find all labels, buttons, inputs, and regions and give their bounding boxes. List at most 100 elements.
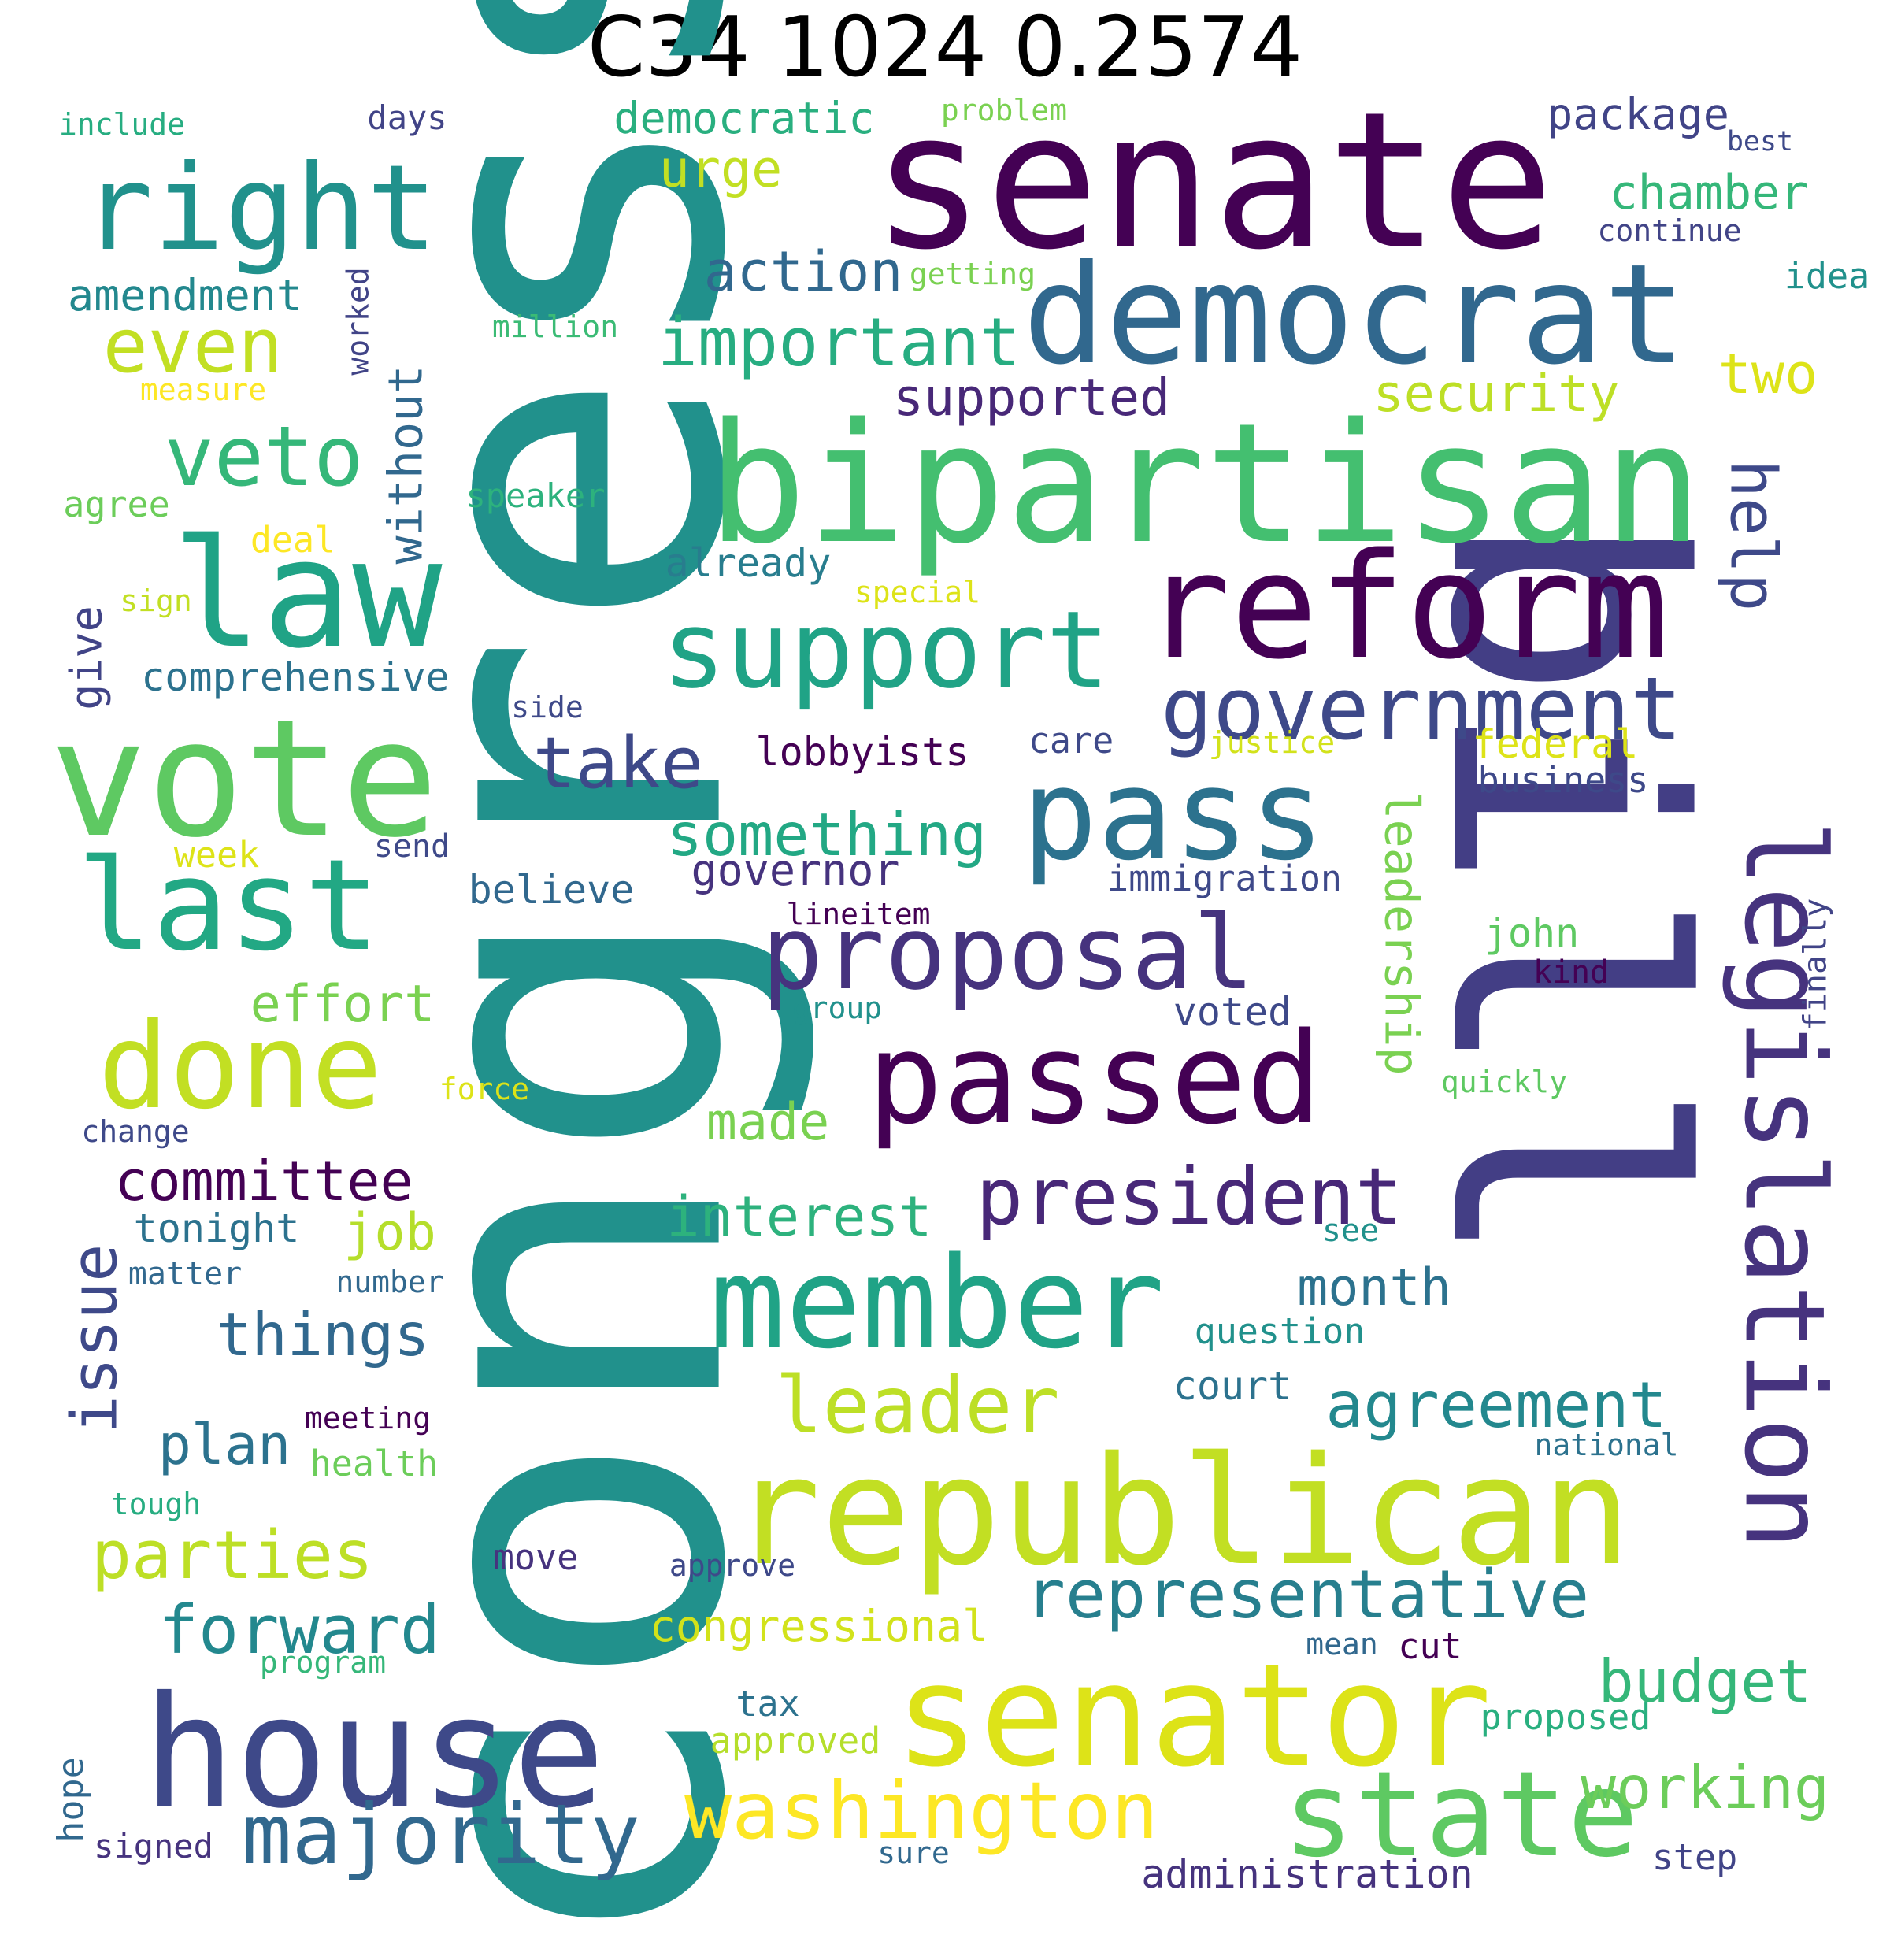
word-approved: approved [710, 1719, 881, 1762]
word-voted: voted [1173, 989, 1292, 1035]
word-reform: reform [1142, 521, 1670, 691]
word-agree: agree [63, 483, 170, 525]
word-chamber: chamber [1609, 165, 1809, 220]
word-kind: kind [1532, 954, 1610, 991]
word-approve: approve [669, 1548, 796, 1583]
word-things: things [216, 1299, 430, 1369]
word-made: made [706, 1092, 830, 1152]
word-signed: signed [94, 1827, 213, 1866]
word-program: program [259, 1645, 387, 1680]
word-comprehensive: comprehensive [141, 654, 450, 700]
word-send: send [373, 828, 450, 865]
word-problem: problem [940, 93, 1068, 128]
word-million: million [491, 309, 619, 344]
word-cloud: congress bill senate bipartisan democrat refo… [50, 0, 1870, 1960]
word-bipartisan: bipartisan [706, 387, 1703, 580]
word-last: last [76, 832, 380, 979]
word-plan: plan [158, 1413, 291, 1477]
word-important: important [657, 303, 1021, 382]
word-hope: hope [50, 1756, 92, 1843]
word-republican: republican [731, 1425, 1632, 1599]
word-interest: interest [666, 1184, 932, 1249]
word-business: business [1477, 758, 1649, 801]
word-move: move [492, 1536, 579, 1578]
chart-title: C34 1024 0.2574 [587, 0, 1303, 95]
word-include: include [58, 107, 186, 142]
word-tax: tax [736, 1682, 800, 1725]
word-budget: budget [1598, 1646, 1812, 1716]
word-urge: urge [658, 139, 783, 199]
word-leader: leader [775, 1359, 1060, 1451]
word-two: two [1718, 342, 1818, 406]
word-without: without [378, 365, 433, 565]
word-senator: senator [894, 1634, 1492, 1799]
word-tough: tough [110, 1487, 202, 1521]
word-finally: finally [1796, 898, 1833, 1032]
word-help: help [1716, 459, 1789, 612]
word-something: something [666, 799, 988, 869]
word-measure: measure [139, 372, 267, 407]
word-group: group [791, 991, 883, 1025]
word-speaker: speaker [465, 476, 606, 515]
word-sign: sign [120, 584, 192, 618]
word-step: step [1651, 1836, 1738, 1878]
word-cut: cut [1398, 1625, 1462, 1667]
word-government: government [1160, 658, 1683, 759]
word-mean: mean [1306, 1627, 1378, 1662]
word-take: take [532, 722, 704, 805]
word-john: john [1484, 910, 1580, 956]
word-health: health [309, 1442, 439, 1484]
word-majority: majority [242, 1786, 640, 1883]
word-national: national [1534, 1428, 1679, 1462]
word-vote: vote [50, 685, 439, 873]
word-court: court [1173, 1363, 1292, 1409]
word-forward: forward [158, 1591, 441, 1669]
word-side: side [511, 690, 584, 724]
word-lineitem: lineitem [786, 897, 931, 932]
word-support: support [662, 587, 1110, 712]
word-quickly: quickly [1440, 1065, 1568, 1099]
word-change: change [81, 1114, 190, 1149]
word-president: president [976, 1150, 1403, 1243]
word-tonight: tonight [133, 1206, 300, 1251]
word-washington: washington [684, 1765, 1159, 1857]
word-job: job [343, 1202, 436, 1262]
word-senate: senate [871, 71, 1555, 291]
word-federal: federal [1472, 721, 1639, 767]
word-lobbyists: lobbyists [755, 729, 969, 775]
word-care: care [1028, 719, 1114, 761]
word-representative: representative [1025, 1555, 1590, 1634]
word-supported: supported [892, 368, 1171, 428]
word-continue: continue [1597, 213, 1742, 248]
word-effort: effort [250, 974, 435, 1034]
word-pass: pass [1021, 741, 1325, 888]
word-days: days [367, 98, 447, 137]
word-deal: deal [250, 518, 336, 561]
word-action: action [703, 239, 903, 304]
word-month: month [1297, 1258, 1451, 1317]
word-week: week [173, 833, 260, 876]
word-believe: believe [468, 867, 635, 913]
word-administration: administration [1141, 1851, 1473, 1897]
word-issue: issue [57, 1243, 132, 1434]
word-worked: worked [341, 267, 376, 376]
word-democrat: democrat [1022, 235, 1687, 395]
word-getting: getting [909, 257, 1036, 291]
word-passed: passed [867, 1005, 1322, 1152]
word-democratic: democratic [613, 92, 875, 143]
word-even: even [102, 302, 284, 390]
word-right: right [82, 140, 438, 277]
word-number: number [335, 1265, 444, 1299]
word-see: see [1321, 1213, 1380, 1249]
word-committee: committee [114, 1149, 413, 1213]
word-immigration: immigration [1106, 857, 1342, 899]
word-amendment: amendment [67, 269, 302, 320]
word-proposal: proposal [761, 893, 1255, 1013]
word-package: package [1547, 88, 1729, 139]
word-sure: sure [877, 1836, 950, 1870]
word-leadership: leadership [1373, 791, 1429, 1076]
word-law: law [172, 507, 443, 681]
word-done: done [98, 999, 383, 1136]
word-governor: governor [691, 844, 900, 895]
word-matter: matter [128, 1256, 243, 1292]
